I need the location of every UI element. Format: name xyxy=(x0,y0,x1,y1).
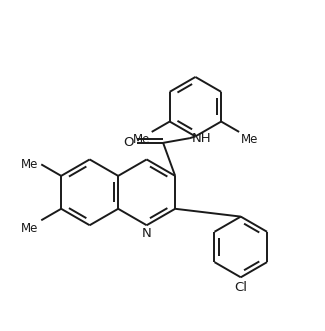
Text: NH: NH xyxy=(191,132,211,145)
Text: Me: Me xyxy=(21,158,39,171)
Text: Me: Me xyxy=(21,222,39,235)
Text: O: O xyxy=(123,136,134,149)
Text: Cl: Cl xyxy=(234,281,247,294)
Text: Me: Me xyxy=(241,133,258,146)
Text: N: N xyxy=(142,227,151,240)
Text: Me: Me xyxy=(132,133,150,146)
